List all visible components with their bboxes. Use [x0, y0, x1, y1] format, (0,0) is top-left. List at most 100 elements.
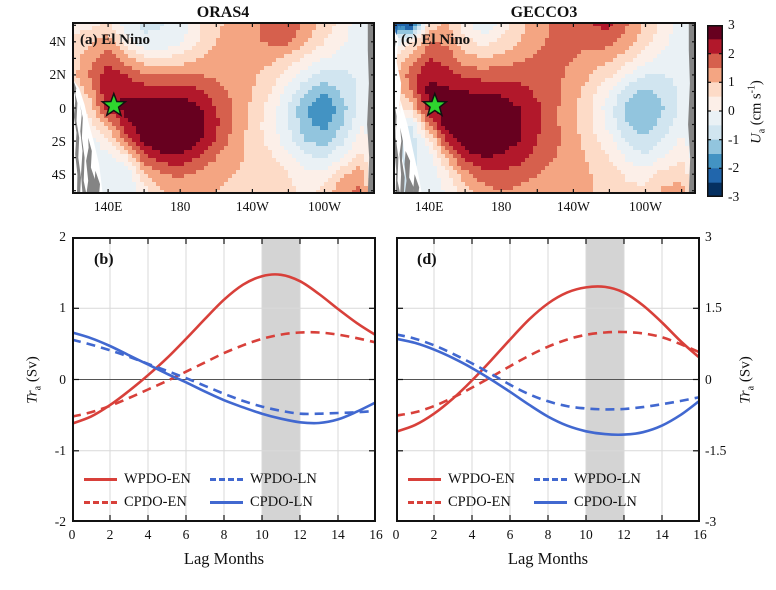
series-wpdo-ln: [396, 333, 700, 411]
panel-c-title: GECCO3: [510, 4, 578, 21]
chart-d-xtick-label: 16: [693, 527, 707, 542]
panel-b-label: (b): [94, 251, 114, 268]
map-c-xtick-label: 100W: [629, 199, 662, 214]
map-c-xtick-label: 140W: [556, 199, 590, 214]
chart-d-ytick-label: -3: [705, 514, 717, 529]
green-star-marker-icon: [100, 91, 128, 117]
legend-label: WPDO-LN: [574, 471, 641, 487]
map-a-ytick-label: 2S: [51, 133, 66, 149]
series-cpdo-ln: [396, 337, 700, 437]
chart-b-xtick-label: 14: [331, 527, 345, 542]
colorbar-axis-label: Ua (cm s-1): [746, 80, 768, 144]
chart-b-xtick-label: 4: [144, 527, 152, 542]
chart-d-xtick-label: 2: [430, 527, 438, 542]
chart-d-xtick-label: 12: [617, 527, 631, 542]
legend-label: CPDO-LN: [574, 494, 637, 510]
colorbar-tick-label: -2: [728, 160, 740, 176]
chart-d-xtick-label: 14: [655, 527, 669, 542]
chart-b-ytick-label: 1: [59, 300, 66, 316]
panel-a-label: (a) El Nino: [80, 32, 151, 48]
series-wpdo-ln: [72, 338, 376, 416]
legend-panel-b: WPDO-EN WPDO-LN CPDO-EN CPDO-LN: [84, 468, 346, 514]
legend-line-sample-solid: [534, 501, 567, 504]
chart-b-ytick-label: -1: [54, 442, 66, 458]
chart-d-xtick-label: 4: [468, 527, 476, 542]
legend-line-sample-dashed: [84, 501, 117, 504]
legend-line-sample-solid: [408, 478, 441, 481]
panel-c-label: (c) El Nino: [401, 32, 471, 48]
chart-d-xtick-label: 8: [544, 527, 552, 542]
chart-b-xtick-label: 0: [68, 527, 76, 542]
chart-d-ytick-label: 3: [705, 229, 712, 244]
colorbar-tick-label: 3: [728, 17, 735, 32]
legend-label: WPDO-EN: [124, 471, 191, 487]
legend-panel-d: WPDO-EN WPDO-LN CPDO-EN CPDO-LN: [408, 468, 670, 514]
colorbar-tick-label: -1: [728, 131, 740, 147]
chart-b-xtick-label: 10: [255, 527, 269, 542]
legend-entry-wpdo-ln: WPDO-LN: [210, 471, 346, 488]
legend-label: CPDO-LN: [250, 494, 313, 510]
legend-entry-cpdo-ln: CPDO-LN: [210, 494, 346, 511]
contour-map-oras4: [72, 22, 375, 194]
map-c-xtick-label: 140E: [414, 199, 444, 214]
legend-line-sample-dashed: [408, 501, 441, 504]
legend-line-sample-dashed: [210, 478, 243, 481]
x-axis-label-d: Lag Months: [507, 549, 589, 568]
panel-d-label: (d): [417, 251, 437, 268]
green-star-marker-icon: [421, 91, 449, 117]
chart-b-ytick-label: 2: [59, 229, 66, 244]
chart-b-xtick-label: 12: [293, 527, 307, 542]
legend-entry-cpdo-ln: CPDO-LN: [534, 494, 670, 511]
lag-chart-b: [72, 237, 376, 522]
chart-b-ytick-label: 0: [59, 371, 66, 387]
legend-line-sample-solid: [84, 478, 117, 481]
chart-b-ytick-label: -2: [54, 514, 66, 529]
map-a-xtick-label: 140E: [93, 199, 123, 214]
legend-entry-cpdo-en: CPDO-EN: [408, 494, 534, 511]
lag-chart-d: [396, 237, 700, 522]
chart-d-xtick-label: 10: [579, 527, 593, 542]
colorbar-tick-label: 0: [728, 103, 735, 118]
x-axis-label-b: Lag Months: [183, 549, 265, 568]
legend-entry-cpdo-en: CPDO-EN: [84, 494, 210, 511]
chart-d-ytick-label: 1.5: [705, 300, 722, 316]
legend-label: CPDO-EN: [124, 494, 187, 510]
map-a-ytick-label: 4S: [51, 166, 66, 182]
legend-entry-wpdo-en: WPDO-EN: [408, 471, 534, 488]
chart-b-xtick-label: 16: [369, 527, 383, 542]
map-c-xtick-label: 180: [491, 199, 512, 214]
map-a-xtick-label: 180: [170, 199, 191, 214]
colorbar-tick-label: 2: [728, 45, 735, 61]
map-a-ytick-label: 4N: [49, 34, 67, 50]
map-a-ytick-label: 0: [59, 100, 66, 116]
series-cpdo-ln: [72, 331, 376, 425]
chart-d-ytick-label: 0: [705, 371, 712, 387]
contour-map-gecco3: [393, 22, 696, 194]
legend-label: WPDO-EN: [448, 471, 515, 487]
map-a-xtick-label: 100W: [308, 199, 341, 214]
y-axis-label-right: Tra (Sv): [737, 356, 757, 404]
colorbar-tick-label: 1: [728, 74, 735, 90]
chart-d-ytick-label: -1.5: [705, 442, 727, 458]
chart-b-xtick-label: 6: [182, 527, 190, 542]
colorbar: [707, 25, 723, 197]
legend-label: WPDO-LN: [250, 471, 317, 487]
legend-entry-wpdo-en: WPDO-EN: [84, 471, 210, 488]
legend-line-sample-dashed: [534, 478, 567, 481]
legend-label: CPDO-EN: [448, 494, 511, 510]
series-cpdo-en: [72, 330, 376, 418]
map-a-ytick-label: 2N: [49, 67, 67, 83]
legend-entry-wpdo-ln: WPDO-LN: [534, 471, 670, 488]
legend-line-sample-solid: [210, 501, 243, 504]
panel-a-title: ORAS4: [196, 4, 250, 21]
series-wpdo-en: [72, 273, 376, 425]
chart-d-xtick-label: 0: [392, 527, 400, 542]
chart-d-xtick-label: 6: [506, 527, 514, 542]
chart-b-xtick-label: 8: [220, 527, 228, 542]
colorbar-tick-label: -3: [728, 189, 740, 204]
map-a-xtick-label: 140W: [235, 199, 269, 214]
series-wpdo-en: [396, 285, 700, 433]
chart-b-xtick-label: 2: [106, 527, 114, 542]
series-cpdo-en: [396, 330, 700, 417]
